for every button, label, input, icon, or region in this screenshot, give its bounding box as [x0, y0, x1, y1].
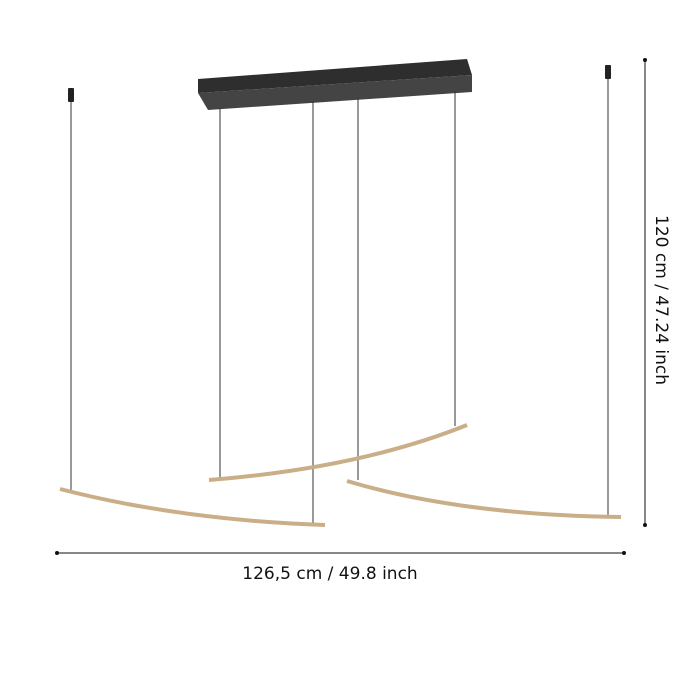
light-bar-right — [346, 479, 622, 519]
width-dimension: 126,5 cm / 49.8 inch — [55, 551, 626, 584]
dimension-endpoint — [622, 551, 626, 555]
dimension-endpoint — [643, 523, 647, 527]
canopy-top-face — [198, 59, 472, 93]
ceiling-anchor-left — [68, 88, 74, 102]
width-label: 126,5 cm / 49.8 inch — [242, 564, 417, 584]
canopy-front-face — [198, 75, 472, 110]
dimension-endpoint — [643, 58, 647, 62]
ceiling-canopy — [198, 59, 472, 110]
dimension-endpoint — [55, 551, 59, 555]
light-bar-left — [59, 487, 326, 527]
light-bar-middle — [208, 423, 468, 482]
height-dimension: 120 cm / 47.24 inch — [643, 58, 671, 527]
height-label: 120 cm / 47.24 inch — [651, 215, 671, 385]
ceiling-anchor-right — [605, 65, 611, 79]
light-bars — [59, 423, 622, 527]
suspension-wires — [70, 78, 609, 524]
